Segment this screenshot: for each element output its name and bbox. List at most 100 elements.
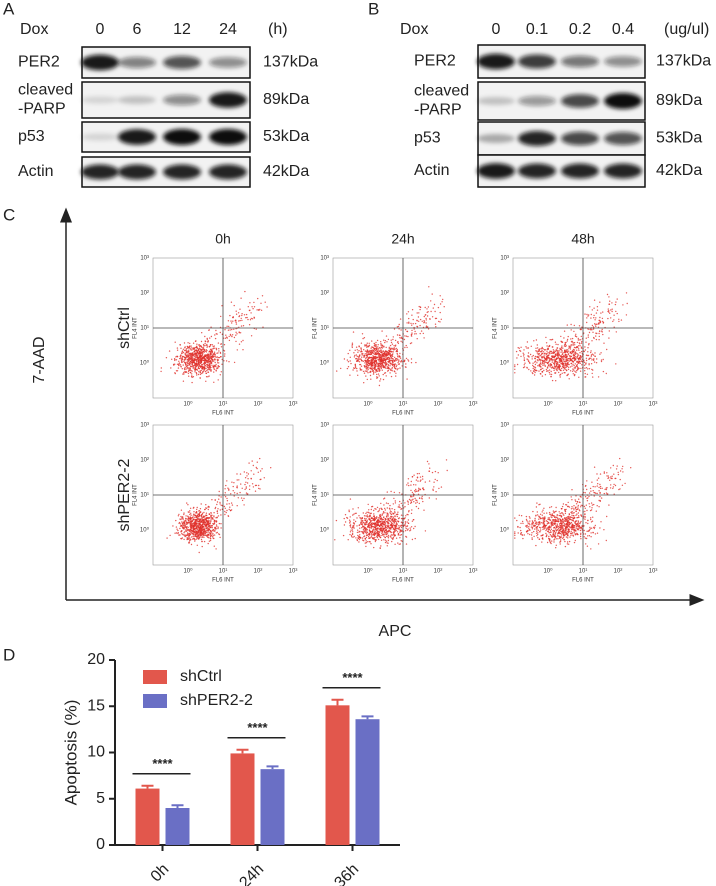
event-dot [400, 526, 403, 529]
event-dot [586, 321, 588, 324]
event-dot [387, 524, 389, 526]
event-dot [198, 366, 200, 368]
event-dot [382, 358, 384, 360]
event-dot [363, 529, 365, 531]
event-dot [175, 526, 178, 528]
event-dot [396, 354, 399, 356]
event-dot [194, 540, 196, 542]
event-dot [418, 312, 420, 314]
event-dot [600, 312, 602, 314]
event-dot [214, 506, 217, 509]
event-dot [399, 352, 401, 355]
event-dot [580, 335, 582, 338]
event-dot [205, 514, 207, 516]
event-dot [184, 530, 186, 533]
event-dot [368, 344, 371, 346]
event-dot [207, 340, 209, 342]
event-dot [414, 490, 416, 492]
event-dot [559, 347, 561, 350]
event-dot [439, 321, 441, 323]
event-dot [616, 465, 618, 467]
event-dot [392, 361, 394, 363]
event-dot [542, 356, 544, 358]
event-dot [400, 329, 402, 331]
event-dot [592, 354, 595, 356]
event-dot [259, 478, 261, 481]
event-dot [580, 360, 583, 362]
event-dot [593, 314, 595, 317]
event-dot [569, 357, 571, 359]
event-dot [235, 310, 237, 312]
event-dot [396, 326, 399, 328]
event-dot [388, 346, 390, 348]
event-dot [230, 509, 233, 511]
event-dot [181, 537, 183, 539]
event-dot [215, 365, 217, 368]
event-dot [210, 326, 212, 328]
event-dot [366, 530, 368, 532]
band [118, 164, 156, 180]
event-dot [586, 313, 588, 316]
band [518, 163, 556, 179]
event-dot [208, 365, 211, 368]
event-dot [403, 524, 405, 526]
event-dot [565, 363, 567, 365]
event-dot [356, 517, 358, 519]
event-dot [190, 365, 192, 368]
band [81, 164, 119, 180]
event-dot [571, 512, 573, 514]
event-dot [357, 529, 359, 531]
event-dot [372, 373, 375, 375]
event-dot [436, 479, 438, 482]
event-dot [194, 366, 196, 369]
event-dot [381, 508, 383, 510]
event-dot [602, 320, 604, 323]
event-dot [391, 348, 393, 350]
event-dot [211, 358, 214, 360]
event-dot [365, 528, 367, 530]
event-dot [368, 523, 370, 526]
event-dot [366, 354, 368, 357]
event-dot [541, 352, 543, 354]
event-dot [551, 536, 553, 538]
event-dot [528, 368, 530, 371]
event-dot [240, 325, 243, 327]
event-dot [383, 522, 385, 524]
event-dot [210, 369, 212, 371]
event-dot [379, 348, 381, 350]
event-dot [218, 356, 221, 359]
event-dot [206, 361, 208, 364]
event-dot [358, 538, 361, 541]
event-dot [385, 362, 387, 364]
event-dot [256, 467, 258, 470]
band [604, 93, 642, 109]
event-dot [185, 521, 187, 523]
event-dot [230, 334, 232, 337]
event-dot [574, 367, 576, 369]
event-dot [245, 492, 248, 494]
event-dot [394, 520, 396, 522]
event-dot [380, 517, 383, 519]
event-dot [381, 351, 383, 353]
band [118, 96, 156, 104]
event-dot [578, 349, 580, 351]
event-dot [397, 362, 399, 364]
event-dot [540, 373, 542, 375]
event-dot [190, 349, 192, 351]
event-dot [349, 526, 352, 528]
event-dot [548, 517, 551, 519]
event-dot [183, 532, 185, 534]
event-dot [399, 357, 402, 359]
event-dot [577, 348, 580, 350]
event-dot [362, 531, 364, 533]
event-dot [532, 372, 534, 375]
event-dot [559, 365, 561, 368]
band [118, 129, 156, 145]
event-dot [585, 376, 587, 378]
event-dot [232, 490, 234, 492]
event-dot [387, 542, 389, 544]
event-dot [532, 523, 534, 525]
event-dot [242, 349, 244, 351]
event-dot [180, 525, 183, 527]
event-dot [202, 365, 204, 368]
